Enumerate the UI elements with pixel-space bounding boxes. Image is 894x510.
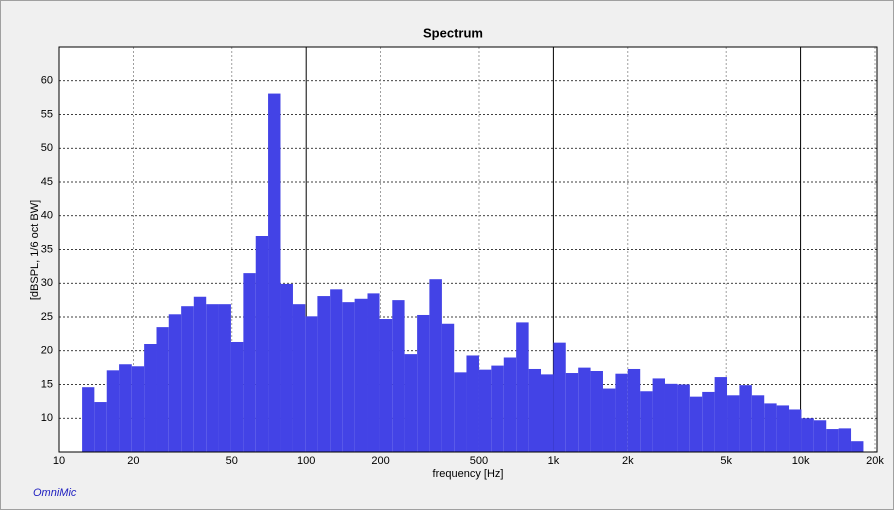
bar <box>243 273 256 452</box>
bar <box>553 342 566 452</box>
x-tick-label: 50 <box>226 455 238 467</box>
bar <box>478 369 492 452</box>
x-tick-label: 10k <box>792 455 810 467</box>
bar <box>292 304 306 452</box>
y-tick-label: 50 <box>41 142 53 154</box>
y-tick-label: 10 <box>41 412 53 424</box>
bar <box>94 402 107 452</box>
bar <box>268 93 281 452</box>
bar <box>764 403 777 452</box>
bar <box>727 395 740 452</box>
bar <box>813 420 827 452</box>
bar <box>578 367 591 452</box>
x-tick-label: 200 <box>371 455 389 467</box>
y-tick-label: 30 <box>41 277 53 289</box>
bar <box>392 300 405 452</box>
bar <box>404 354 418 452</box>
y-tick-label: 25 <box>41 311 53 323</box>
bar <box>131 366 145 452</box>
bar <box>751 395 765 452</box>
bar <box>119 364 132 452</box>
bar <box>516 322 529 452</box>
bar <box>354 298 368 452</box>
x-tick-label: 500 <box>470 455 488 467</box>
bar <box>317 296 331 452</box>
bar <box>367 293 380 452</box>
bar <box>789 409 802 452</box>
bar <box>280 283 293 452</box>
bar <box>466 355 479 452</box>
bar <box>441 323 455 452</box>
bar <box>417 314 430 452</box>
bar <box>342 302 355 452</box>
bar <box>602 388 616 452</box>
bar <box>255 236 269 452</box>
bar <box>106 370 120 452</box>
y-axis-label: [dBSPL, 1/6 oct BW] <box>29 200 41 300</box>
y-tick-label: 60 <box>41 75 53 87</box>
bar <box>379 319 393 452</box>
y-tick-label: 15 <box>41 378 53 390</box>
bar <box>640 391 653 452</box>
bar <box>739 385 752 452</box>
bar <box>689 396 703 452</box>
bar <box>491 365 504 452</box>
y-tick-label: 45 <box>41 176 53 188</box>
y-tick-label: 35 <box>41 243 53 255</box>
bar <box>218 304 231 452</box>
x-tick-label: 20 <box>127 455 139 467</box>
x-tick-label: 10 <box>53 455 65 467</box>
bar <box>156 327 169 452</box>
y-tick-label: 20 <box>41 345 53 357</box>
x-tick-label: 100 <box>297 455 315 467</box>
bar <box>230 341 244 452</box>
bar <box>677 384 690 452</box>
bar <box>82 387 95 452</box>
bar <box>838 428 852 452</box>
y-tick-label: 55 <box>41 108 53 120</box>
bar <box>627 368 641 452</box>
bar <box>615 373 628 452</box>
bar <box>702 391 715 452</box>
bar <box>664 383 678 452</box>
x-tick-label: 20k <box>866 455 884 467</box>
x-axis-label: frequency [Hz] <box>433 468 504 480</box>
footer-label: OmniMic <box>33 487 77 499</box>
y-tick-label: 40 <box>41 210 53 222</box>
bar <box>801 418 814 452</box>
x-tick-label: 1k <box>548 455 560 467</box>
bar <box>565 373 579 452</box>
bar <box>330 289 343 452</box>
plot-border <box>58 46 878 453</box>
bars <box>82 93 864 452</box>
x-tick-label: 5k <box>720 455 732 467</box>
bar <box>826 429 839 452</box>
bar <box>851 441 864 452</box>
x-tick-label: 2k <box>622 455 634 467</box>
bar <box>144 344 157 452</box>
bar <box>714 377 728 452</box>
chart-title: Spectrum <box>423 25 483 40</box>
bar <box>590 371 603 452</box>
bar <box>429 279 442 452</box>
bar <box>776 405 790 452</box>
bar <box>168 314 182 452</box>
bar <box>503 357 517 452</box>
bar <box>181 306 194 452</box>
bar <box>305 316 318 452</box>
bar <box>454 372 467 452</box>
bar <box>528 368 542 452</box>
bar <box>206 304 219 452</box>
bar <box>193 296 207 452</box>
bar <box>541 374 554 452</box>
bar <box>652 378 665 452</box>
